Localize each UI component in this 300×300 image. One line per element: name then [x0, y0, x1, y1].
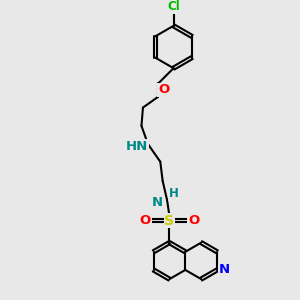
Text: HN: HN	[126, 140, 148, 153]
Text: O: O	[158, 83, 169, 96]
Text: H: H	[169, 187, 178, 200]
Text: Cl: Cl	[167, 0, 180, 13]
Text: N: N	[152, 196, 163, 209]
Text: O: O	[140, 214, 151, 227]
Text: S: S	[164, 214, 174, 228]
Text: N: N	[219, 263, 230, 277]
Text: O: O	[188, 214, 199, 227]
